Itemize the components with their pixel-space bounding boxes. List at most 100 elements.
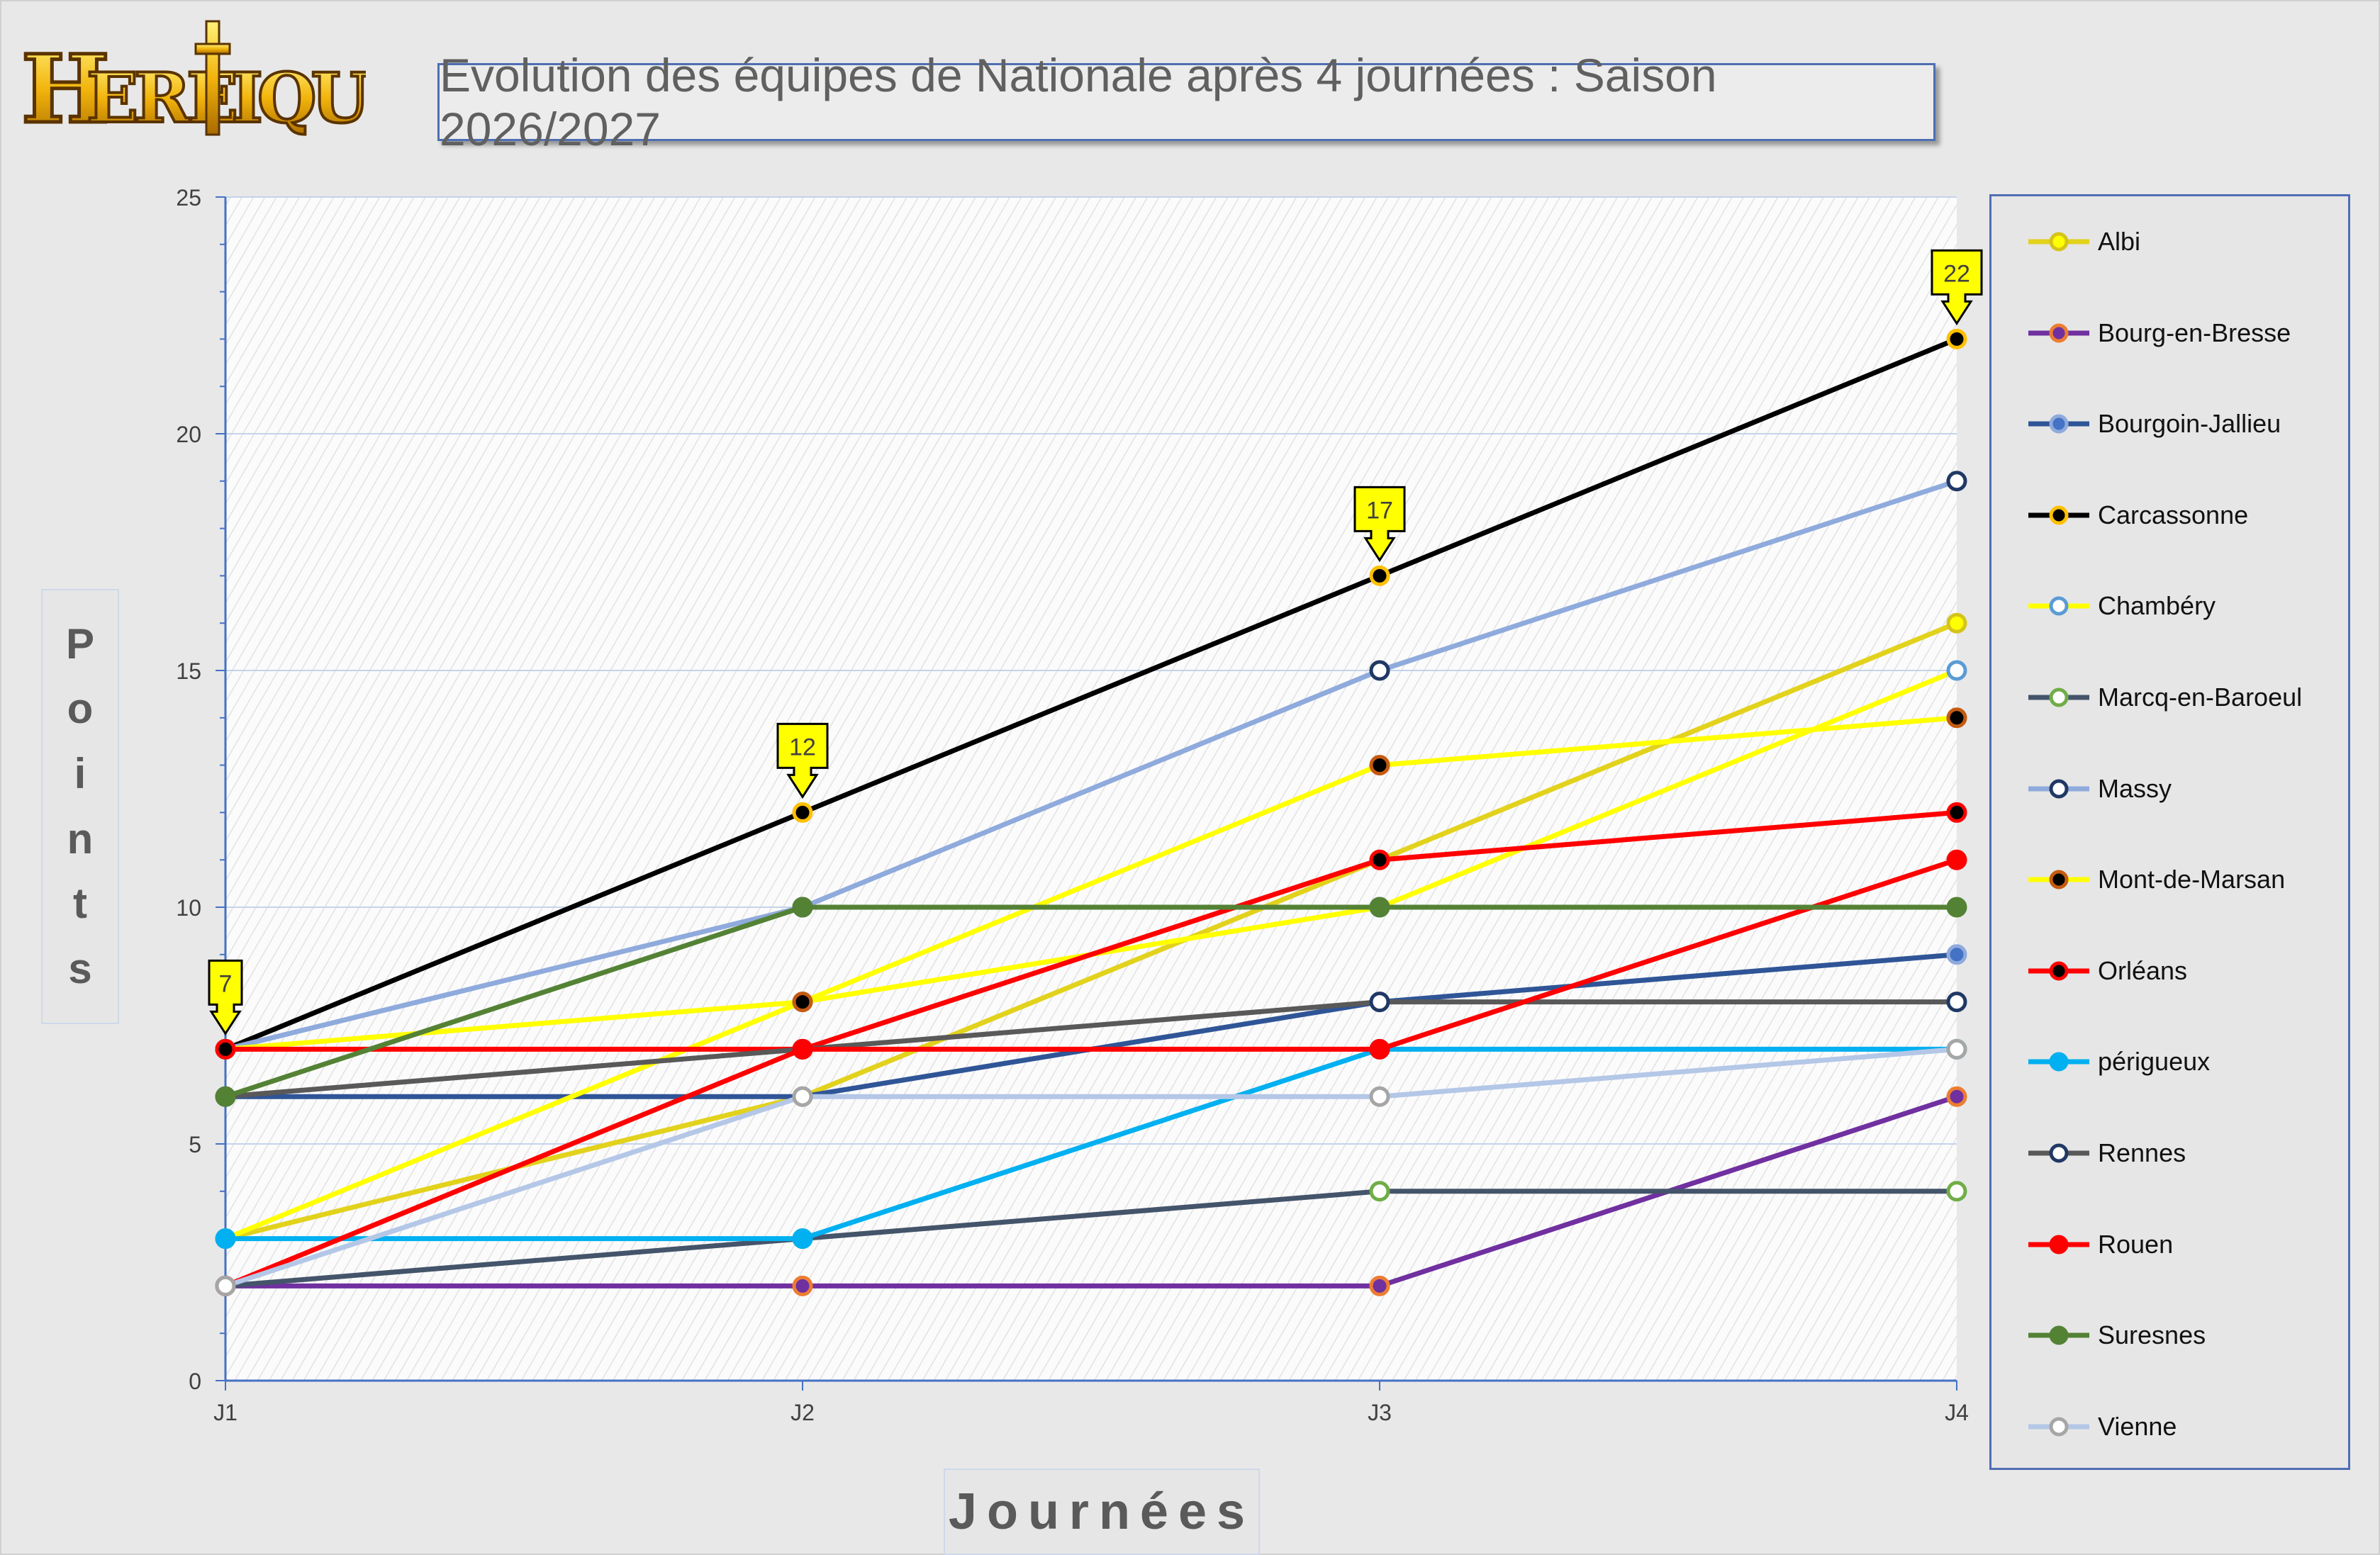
- legend-swatch: [2028, 779, 2089, 799]
- data-point: [1369, 849, 1390, 870]
- y-tick-label: 5: [189, 1132, 201, 1157]
- data-point: [1946, 660, 1967, 681]
- legend-swatch: [2028, 870, 2089, 889]
- data-point: [1946, 707, 1967, 729]
- data-point: [1946, 1181, 1967, 1202]
- legend-label: Bourg-en-Bresse: [2098, 318, 2291, 347]
- y-tick-label: 15: [176, 658, 201, 684]
- data-point: [1369, 755, 1390, 776]
- x-axis-label: Journées: [944, 1469, 1260, 1555]
- data-point: [1369, 1086, 1390, 1107]
- data-point: [792, 992, 813, 1013]
- legend-swatch: [2028, 1052, 2089, 1072]
- legend-swatch-marker: [2049, 505, 2069, 525]
- y-tick-label: 10: [176, 895, 201, 921]
- legend-swatch-marker: [2049, 1325, 2069, 1345]
- data-point: [792, 897, 813, 918]
- legend-item: Rouen: [1991, 1223, 2346, 1266]
- legend-label: Massy: [2098, 773, 2172, 803]
- data-point: [792, 1038, 813, 1060]
- legend-item: Orléans: [1991, 950, 2346, 992]
- data-point: [1946, 992, 1967, 1013]
- legend-item: Marcq-en-Baroeul: [1991, 676, 2346, 719]
- legend-swatch: [2028, 687, 2089, 707]
- data-point: [792, 1086, 813, 1107]
- data-point: [1369, 660, 1390, 681]
- callout-box: [1353, 485, 1406, 563]
- y-tick-label: 0: [189, 1369, 201, 1394]
- data-point: [1946, 849, 1967, 870]
- callout-box: [208, 959, 243, 1036]
- series-line-vienne: [224, 1046, 1957, 1289]
- x-tick-label: J1: [213, 1400, 238, 1425]
- callout-box: [1931, 249, 1983, 326]
- legend-label: Chambéry: [2098, 591, 2216, 621]
- series-layer: [215, 328, 1967, 1296]
- y-tick-label: 20: [176, 422, 201, 447]
- legend-swatch-marker: [2049, 323, 2069, 343]
- y-axis-label-letter: t: [73, 880, 87, 928]
- data-point: [1946, 944, 1967, 965]
- legend-label: Mont-de-Marsan: [2098, 865, 2286, 894]
- legend-swatch-marker: [2049, 779, 2069, 799]
- series-line-carcassonne: [224, 337, 1958, 1052]
- data-point: [215, 1086, 236, 1107]
- legend-swatch: [2028, 596, 2089, 616]
- data-point: [1946, 897, 1967, 918]
- legend-swatch-marker: [2049, 596, 2069, 616]
- data-point: [792, 1228, 813, 1250]
- svg-text:IQUES: IQUES: [231, 58, 366, 138]
- legend-label: Bourgoin-Jallieu: [2098, 409, 2281, 439]
- callout-box: [776, 722, 829, 799]
- legend-swatch-marker: [2049, 961, 2069, 981]
- legend-label: Marcq-en-Baroeul: [2098, 683, 2303, 712]
- data-point: [1946, 1086, 1967, 1107]
- legend-label: Albi: [2098, 227, 2141, 256]
- callout-label: 17: [1366, 497, 1393, 524]
- svg-text:H: H: [21, 35, 106, 143]
- legend-item: Bourg-en-Bresse: [1991, 312, 2346, 354]
- legend-swatch: [2028, 323, 2089, 343]
- legend-item: Vienne: [1991, 1405, 2346, 1448]
- data-point: [1369, 992, 1390, 1013]
- series-line-rouen: [224, 857, 1958, 1289]
- data-point: [1946, 612, 1967, 634]
- data-point: [1369, 1181, 1390, 1202]
- y-tick-label: 25: [176, 185, 201, 210]
- legend-swatch-marker: [2049, 1235, 2069, 1254]
- data-point: [215, 1275, 236, 1296]
- legend-label: Rouen: [2098, 1229, 2174, 1259]
- y-axis-label-letter: P: [65, 619, 95, 668]
- legend-label: Suresnes: [2098, 1320, 2206, 1350]
- data-point: [1946, 802, 1967, 823]
- legend-item: Suresnes: [1991, 1314, 2346, 1357]
- axes: 0 5 10 15 20 25 J1 J2 J3 J4: [176, 185, 1968, 1425]
- legend-swatch: [2028, 414, 2089, 434]
- series-line-périgueux: [225, 1046, 1957, 1242]
- legend-item: Carcassonne: [1991, 494, 2346, 537]
- legend-swatch: [2028, 1325, 2089, 1345]
- legend-item: Bourgoin-Jallieu: [1991, 403, 2346, 445]
- annotations-layer: 7 12 17 22: [208, 249, 1983, 1036]
- legend-item: Rennes: [1991, 1132, 2346, 1174]
- x-tick-label: J4: [1945, 1400, 1969, 1425]
- legend: Albi Bourg-en-Bresse Bourgoin-Jallieu Carca…: [1989, 194, 2350, 1470]
- series-line-massy: [225, 478, 1958, 1052]
- series-line-orléans: [225, 809, 1957, 1052]
- data-point: [215, 1228, 236, 1250]
- series-line-marcq-en-baroeul: [225, 1189, 1957, 1289]
- legend-swatch: [2028, 1235, 2089, 1254]
- legend-label: périgueux: [2098, 1047, 2211, 1077]
- data-point: [792, 1275, 813, 1296]
- callout-label: 12: [789, 734, 816, 760]
- heretiques-logo: H ERE IQUES: [20, 20, 366, 143]
- y-axis-label-letter: i: [74, 750, 86, 798]
- data-point: [1946, 328, 1967, 349]
- y-axis-label-letter: n: [67, 814, 94, 863]
- legend-label: Vienne: [2098, 1411, 2177, 1441]
- data-point: [1369, 565, 1390, 586]
- legend-swatch: [2028, 961, 2089, 981]
- legend-swatch-marker: [2049, 687, 2069, 707]
